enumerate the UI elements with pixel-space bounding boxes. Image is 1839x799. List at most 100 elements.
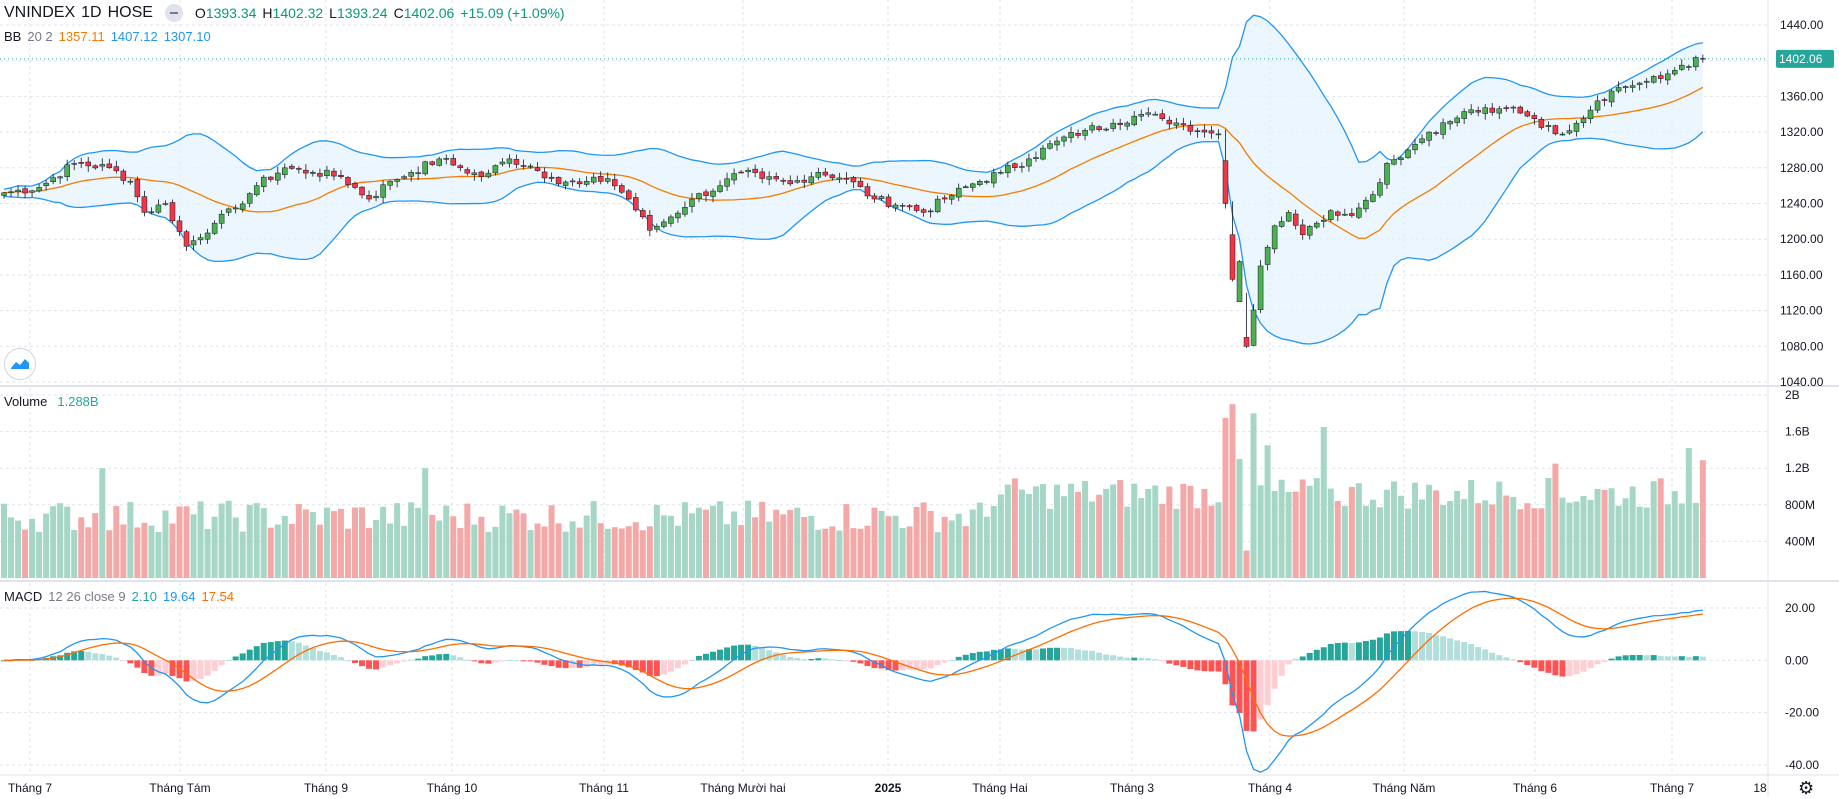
volume-bar: [618, 528, 625, 578]
volume-bar: [260, 508, 267, 578]
candle: [218, 213, 225, 224]
volume-bar: [738, 525, 745, 578]
macd-histogram-bar: [1236, 660, 1243, 714]
gear-icon[interactable]: ⚙: [1798, 778, 1815, 798]
volume-bar: [113, 505, 120, 578]
candle: [731, 173, 737, 181]
volume-bar: [1678, 503, 1685, 578]
macd-histogram-bar: [211, 660, 218, 671]
macd-histogram-bar: [246, 649, 253, 661]
macd-histogram-bar: [1699, 656, 1706, 661]
candle: [1672, 70, 1678, 75]
macd-histogram-bar: [1433, 635, 1440, 661]
candle: [885, 196, 892, 207]
macd-histogram-bar: [1608, 658, 1615, 661]
volume-bar: [1341, 505, 1348, 578]
macd-histogram-bar: [759, 648, 766, 661]
candle: [1538, 118, 1545, 128]
volume-bar: [464, 503, 471, 578]
volume-bar: [1601, 489, 1608, 578]
candle: [22, 188, 28, 194]
open-value: 1393.34: [205, 5, 257, 21]
macd-histogram-bar: [780, 654, 787, 661]
macd-histogram-bar: [1124, 657, 1131, 661]
price-axis-label: 1440.00: [1780, 18, 1824, 32]
x-axis-label: Tháng 7: [8, 781, 52, 795]
macd-histogram-bar: [64, 652, 71, 661]
volume-bar: [948, 520, 955, 578]
volume-bar: [1545, 477, 1552, 578]
candle: [1482, 107, 1488, 114]
macd-histogram-bar: [1692, 656, 1699, 661]
candle: [71, 163, 77, 165]
candle: [127, 180, 134, 183]
macd-histogram-bar: [794, 657, 801, 661]
candle: [1580, 118, 1587, 124]
volume-bar: [513, 509, 520, 578]
volume-bar: [632, 522, 639, 578]
macd-histogram-bar: [1271, 660, 1278, 689]
close-value: 1402.06: [403, 5, 455, 21]
volume-bar: [506, 513, 513, 578]
volume-bar: [611, 527, 618, 578]
volume-bar: [85, 527, 92, 578]
candle: [766, 176, 772, 180]
macd-histogram-bar: [408, 659, 415, 661]
bb-legend[interactable]: BB 20 2 1357.11 1407.12 1307.10: [4, 29, 211, 44]
macd-histogram-bar: [843, 660, 850, 662]
macd-histogram-bar: [1082, 650, 1089, 661]
macd-histogram-bar: [955, 656, 962, 661]
macd-histogram-bar: [1594, 660, 1601, 665]
volume-legend[interactable]: Volume 1.288B: [4, 394, 99, 409]
tradingview-logo-icon[interactable]: [4, 348, 36, 380]
macd-histogram-bar: [1222, 660, 1229, 685]
volume-bar: [646, 526, 653, 578]
macd-histogram-bar: [57, 655, 64, 661]
candle: [408, 172, 414, 177]
candle: [689, 198, 695, 207]
volume-bar: [1313, 478, 1320, 578]
macd-legend[interactable]: MACD 12 26 close 9 2.10 19.64 17.54: [4, 589, 234, 604]
collapse-legend-icon[interactable]: [164, 4, 183, 22]
candle: [324, 169, 330, 177]
volume-bar: [801, 517, 808, 578]
macd-histogram-bar: [267, 642, 274, 661]
volume-bar: [625, 526, 632, 578]
macd-line: [3, 590, 1703, 773]
volume-bar: [1061, 496, 1068, 578]
macd-histogram-bar: [436, 654, 443, 661]
candle: [1503, 107, 1510, 109]
macd-histogram-bar: [359, 660, 366, 667]
candle: [703, 191, 709, 196]
candle: [506, 158, 513, 164]
macd-axis-label: 20.00: [1785, 601, 1815, 615]
macd-histogram-bar: [78, 651, 85, 661]
candle: [941, 197, 948, 200]
volume-bar: [380, 506, 387, 578]
macd-histogram-bar: [401, 660, 408, 662]
x-axis-label: Tháng Năm: [1373, 781, 1436, 795]
candle: [429, 161, 435, 165]
candle: [1615, 87, 1622, 92]
price-axis-label: 1360.00: [1780, 89, 1824, 103]
macd-histogram-bar: [1426, 632, 1433, 661]
candle: [1328, 210, 1334, 221]
volume-bar: [787, 509, 794, 578]
candle: [1405, 149, 1411, 159]
candle: [450, 158, 457, 166]
volume-axis-label: 1.6B: [1785, 425, 1810, 439]
macd-histogram-bar: [71, 651, 78, 661]
candle: [401, 176, 407, 179]
volume-bar: [71, 530, 78, 578]
candle: [1657, 75, 1664, 79]
macd-histogram-bar: [1405, 630, 1411, 661]
macd-histogram-bar: [1152, 659, 1159, 661]
macd-histogram-bar: [1278, 660, 1285, 676]
candle: [668, 216, 674, 224]
macd-params: 12 26 close 9: [48, 589, 126, 604]
candle: [1489, 107, 1495, 113]
volume-bar: [1552, 463, 1559, 578]
macd-histogram-bar: [1187, 660, 1194, 670]
volume-bar: [1292, 491, 1299, 578]
